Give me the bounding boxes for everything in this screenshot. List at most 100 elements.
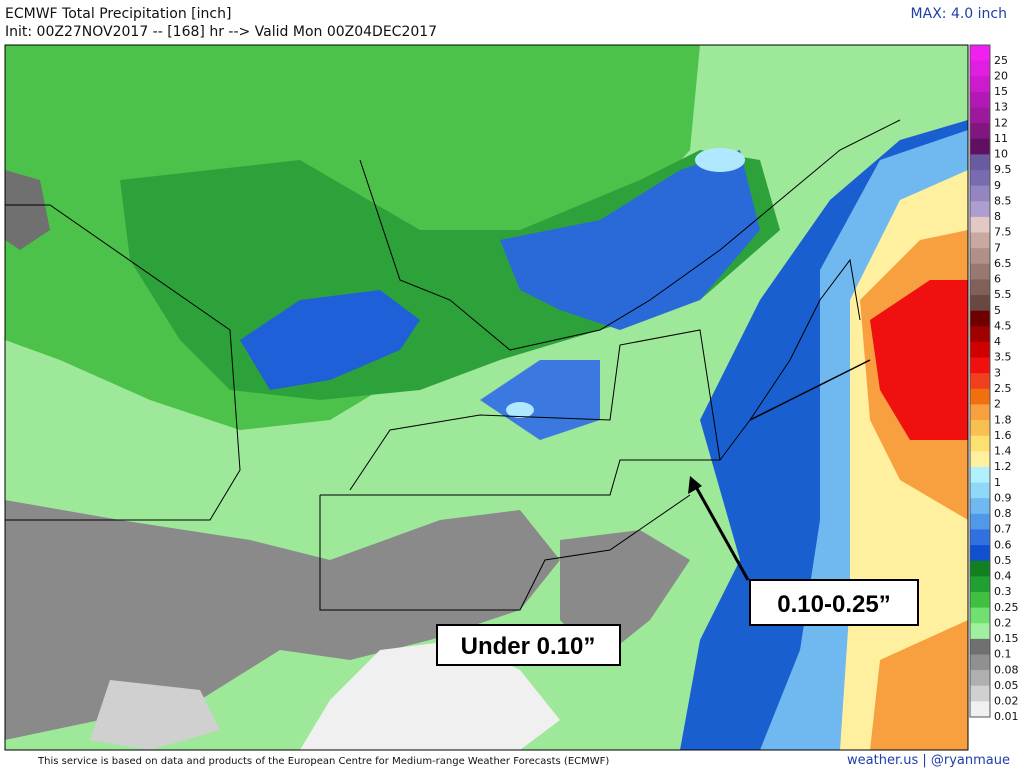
- precip-area: [240, 290, 420, 390]
- legend-swatch: [970, 591, 990, 609]
- legend-label: 1.6: [994, 429, 1012, 442]
- legend-label: 0.4: [994, 570, 1012, 583]
- legend-swatch: [970, 654, 990, 671]
- legend-swatch: [970, 607, 990, 624]
- legend-swatch: [970, 60, 990, 77]
- legend-swatch: [970, 91, 990, 109]
- legend-swatch: [970, 279, 990, 296]
- legend-label: 0.1: [994, 648, 1012, 661]
- legend-swatch: [970, 623, 990, 640]
- legend-label: 4.5: [994, 319, 1012, 332]
- legend-swatch: [970, 529, 990, 546]
- legend-swatch: [970, 170, 990, 187]
- legend-label: 0.7: [994, 523, 1012, 536]
- legend-label: 15: [994, 85, 1008, 98]
- legend-swatch: [970, 466, 990, 484]
- legend-swatch: [970, 560, 990, 577]
- max-value: MAX: 4.0 inch: [911, 6, 1007, 22]
- legend-swatch: [970, 232, 990, 249]
- legend-label: 1: [994, 476, 1001, 489]
- legend-swatch: [970, 123, 990, 140]
- coastline: [749, 359, 871, 421]
- legend-swatch: [970, 498, 990, 515]
- legend-swatch: [970, 138, 990, 155]
- legend-label: 0.8: [994, 507, 1012, 520]
- legend-label: 9.5: [994, 163, 1012, 176]
- annotation-box: [749, 579, 919, 626]
- legend-swatch: [970, 420, 990, 437]
- legend-label: 0.01: [994, 710, 1019, 723]
- legend-swatch: [970, 341, 990, 359]
- legend-label: 25: [994, 54, 1008, 67]
- legend-frame: [969, 44, 991, 718]
- border: [320, 329, 721, 496]
- legend-label: 0.02: [994, 695, 1019, 708]
- legend-label: 11: [994, 132, 1008, 145]
- border: [359, 119, 901, 351]
- legend-swatch: [970, 107, 990, 124]
- legend-swatch: [970, 201, 990, 218]
- precip-area: [90, 680, 220, 750]
- legend-label: 0.5: [994, 554, 1012, 567]
- annotation: Under 0.10”: [461, 633, 596, 660]
- legend-label: 8: [994, 210, 1001, 223]
- legend-swatch: [970, 76, 990, 93]
- legend-label: 0.9: [994, 491, 1012, 504]
- legend-label: 1.4: [994, 445, 1012, 458]
- legend-label: 1.8: [994, 413, 1012, 426]
- legend-label: 0.08: [994, 663, 1019, 676]
- precip-area: [480, 360, 600, 440]
- border: [319, 494, 691, 611]
- legend-label: 2: [994, 398, 1001, 411]
- legend-swatch: [970, 388, 990, 405]
- legend-swatch: [970, 545, 990, 562]
- init-time: Init: 00Z27NOV2017 -- [168] hr --> Valid…: [5, 24, 437, 40]
- legend-label: 0.6: [994, 538, 1012, 551]
- legend-label: 6: [994, 273, 1001, 286]
- legend-swatch: [970, 45, 990, 62]
- arrow-head: [688, 476, 702, 494]
- legend-swatch: [970, 248, 990, 265]
- legend-label: 3: [994, 366, 1001, 379]
- legend-swatch: [970, 373, 990, 390]
- legend-swatch: [970, 701, 990, 718]
- precip-area: [5, 170, 50, 250]
- legend-label: 5.5: [994, 288, 1012, 301]
- legend-label: 8.5: [994, 194, 1012, 207]
- legend: 252015131211109.598.587.576.565.554.543.…: [969, 44, 1019, 723]
- precip-area: [506, 402, 534, 418]
- legend-swatch: [970, 310, 990, 327]
- legend-label: 5: [994, 304, 1001, 317]
- legend-label: 20: [994, 69, 1008, 82]
- annotations: 0.10-0.25” Under 0.10”: [436, 476, 919, 666]
- legend-label: 4: [994, 335, 1001, 348]
- boundaries: [5, 119, 901, 611]
- legend-label: 0.15: [994, 632, 1019, 645]
- legend-label: 1.2: [994, 460, 1012, 473]
- legend-swatch: [970, 154, 990, 171]
- border: [719, 258, 861, 461]
- legend-swatch: [970, 513, 990, 530]
- legend-label: 10: [994, 148, 1008, 161]
- legend-label: 3.5: [994, 351, 1012, 364]
- legend-swatch: [970, 685, 990, 702]
- annotation: 0.10-0.25”: [777, 591, 890, 618]
- legend-label: 0.05: [994, 679, 1019, 692]
- legend-label: 12: [994, 116, 1008, 129]
- legend-label: 2.5: [994, 382, 1012, 395]
- title: ECMWF Total Precipitation [inch]: [5, 6, 231, 22]
- legend-swatch: [970, 326, 990, 343]
- precip-area: [500, 150, 760, 330]
- legend-swatch: [970, 216, 990, 234]
- legend-swatch: [970, 404, 990, 421]
- precip-area: [695, 148, 745, 172]
- arrow: [693, 484, 750, 581]
- legend-label: 0.3: [994, 585, 1012, 598]
- annotation-box: [436, 624, 621, 666]
- legend-label: 9: [994, 179, 1001, 192]
- legend-label: 13: [994, 101, 1008, 114]
- precip-area: [5, 500, 560, 740]
- precip-area: [870, 620, 968, 750]
